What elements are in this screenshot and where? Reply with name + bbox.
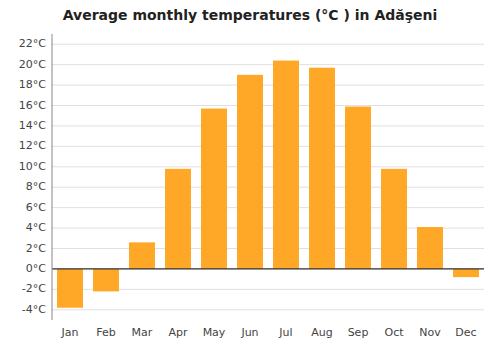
y-tick-label: 0°C xyxy=(26,262,46,275)
y-tick-labels: -4°C -2°C 0°C 2°C 4°C 6°C 8°C 10°C 12°C 14°C 16°C 1… xyxy=(19,37,46,316)
x-tick-label: Feb xyxy=(96,326,115,339)
bar xyxy=(309,68,335,269)
y-grid xyxy=(52,44,484,310)
bar xyxy=(417,227,443,269)
y-tick-label: 2°C xyxy=(26,242,46,255)
y-tick-label: 20°C xyxy=(19,58,46,71)
grid-line xyxy=(52,125,484,126)
y-tick-label: -2°C xyxy=(22,282,46,295)
baseline xyxy=(52,268,484,269)
x-tick-label: Apr xyxy=(168,326,188,339)
bar xyxy=(57,269,83,308)
bar xyxy=(165,169,191,269)
x-tick-label: Nov xyxy=(419,326,441,339)
x-tick-label: Jan xyxy=(61,326,79,339)
bar xyxy=(381,169,407,269)
chart-container: -4°C -2°C 0°C 2°C 4°C 6°C 8°C 10°C 12°C 14°C 16°C 1… xyxy=(0,0,500,350)
y-tick-label: 12°C xyxy=(19,139,46,152)
x-tick-label: Mar xyxy=(132,326,153,339)
bar xyxy=(453,269,479,277)
grid-line xyxy=(52,105,484,106)
y-axis-line xyxy=(52,34,53,320)
bars xyxy=(57,61,479,308)
grid-line xyxy=(52,187,484,188)
grid-line xyxy=(52,309,484,310)
y-tick-label: 6°C xyxy=(26,201,46,214)
y-tick-label: 4°C xyxy=(26,221,46,234)
x-tick-label: May xyxy=(203,326,226,339)
grid-line xyxy=(52,85,484,86)
y-tick-label: 18°C xyxy=(19,78,46,91)
x-tick-label: Aug xyxy=(311,326,332,339)
y-tick-label: 8°C xyxy=(26,180,46,193)
grid-line xyxy=(52,207,484,208)
grid-line xyxy=(52,146,484,147)
x-tick-labels: Jan Feb Mar Apr May Jun Jul Aug Sep Oct Nov Dec xyxy=(61,326,477,339)
y-tick-label: 22°C xyxy=(19,37,46,50)
grid-line xyxy=(52,166,484,167)
bar xyxy=(93,269,119,291)
x-tick-label: Dec xyxy=(455,326,476,339)
x-tick-label: Oct xyxy=(384,326,404,339)
y-tick-label: -4°C xyxy=(22,303,46,316)
chart-svg: -4°C -2°C 0°C 2°C 4°C 6°C 8°C 10°C 12°C 14°C 16°C 1… xyxy=(0,0,500,350)
y-tick-label: 10°C xyxy=(19,160,46,173)
bar xyxy=(237,75,263,269)
bar xyxy=(345,107,371,269)
title: Average monthly temperatures (°C ) in Ad… xyxy=(63,7,438,23)
x-tick-label: Jun xyxy=(240,326,258,339)
y-tick-label: 16°C xyxy=(19,99,46,112)
bar xyxy=(201,109,227,269)
bar xyxy=(129,242,155,269)
x-tick-label: Sep xyxy=(348,326,369,339)
y-tick-label: 14°C xyxy=(19,119,46,132)
grid-line xyxy=(52,44,484,45)
grid-line xyxy=(52,64,484,65)
bar xyxy=(273,61,299,269)
grid-line xyxy=(52,268,484,269)
x-tick-label: Jul xyxy=(278,326,292,339)
